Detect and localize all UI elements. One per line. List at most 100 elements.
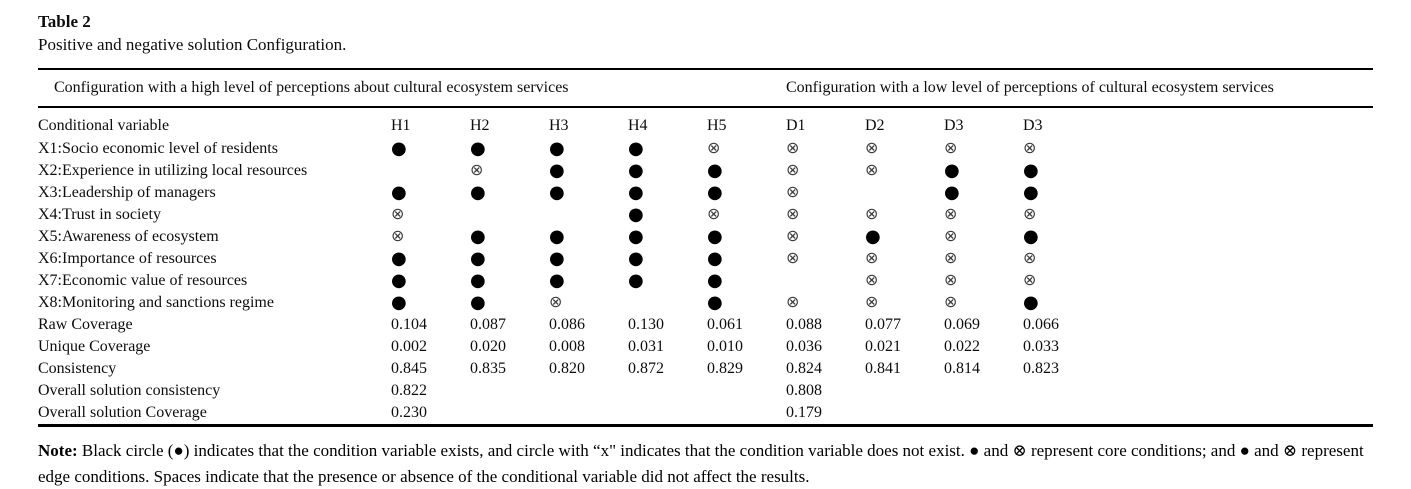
present-icon: ● — [470, 291, 486, 313]
present-icon: ● — [628, 269, 644, 291]
table-row: X3:Leadership of managers ● ● ● ● ● ⊗ ● ● — [38, 182, 1373, 204]
condition-cell: ⊗ — [865, 292, 944, 314]
present-icon: ● — [707, 159, 723, 181]
column-header: H3 — [549, 116, 569, 134]
configuration-table: Configuration with a high level of perce… — [38, 68, 1374, 427]
condition-cell: ⊗ — [944, 138, 1023, 160]
present-icon: ● — [1023, 225, 1039, 247]
row-label: X2:Experience in utilizing local resourc… — [38, 162, 308, 179]
present-icon: ● — [707, 247, 723, 269]
condition-cell: ● — [707, 248, 786, 270]
condition-cell: ⊗ — [707, 204, 786, 226]
filler-cell — [1102, 248, 1373, 270]
absent-icon: ⊗ — [865, 138, 879, 157]
condition-cell: ⊗ — [1023, 270, 1102, 292]
present-icon: ● — [549, 181, 565, 203]
condition-cell: ● — [391, 138, 470, 160]
value-cell — [628, 402, 707, 426]
condition-cell: ⊗ — [786, 204, 865, 226]
absent-icon: ⊗ — [944, 226, 958, 245]
condition-cell: ● — [1023, 182, 1102, 204]
table-row: X2:Experience in utilizing local resourc… — [38, 160, 1373, 182]
present-icon: ● — [707, 269, 723, 291]
row-label: X7:Economic value of resources — [38, 272, 248, 289]
value-cell: 0.069 — [944, 316, 980, 333]
condition-cell: ● — [470, 182, 549, 204]
condition-cell: ⊗ — [944, 204, 1023, 226]
present-icon: ● — [470, 269, 486, 291]
absent-icon: ⊗ — [1023, 138, 1037, 157]
value-cell: 0.031 — [628, 338, 664, 355]
row-label: X5:Awareness of ecosystem — [38, 228, 219, 245]
condition-cell: ● — [628, 160, 707, 182]
value-cell — [470, 204, 549, 226]
filler-cell — [1102, 380, 1373, 402]
column-header: D3 — [1023, 116, 1043, 134]
condition-cell: ⊗ — [944, 248, 1023, 270]
condition-cell: ⊗ — [707, 138, 786, 160]
condition-cell: ● — [628, 270, 707, 292]
condition-cell: ● — [391, 248, 470, 270]
absent-icon: ⊗ — [786, 226, 800, 245]
filler-cell — [1102, 336, 1373, 358]
condition-cell: ● — [944, 182, 1023, 204]
value-cell — [707, 380, 786, 402]
present-icon: ● — [1023, 291, 1039, 313]
present-icon: ● — [391, 137, 407, 159]
value-cell: 0.077 — [865, 316, 901, 333]
present-icon: ● — [628, 225, 644, 247]
present-icon: ● — [549, 159, 565, 181]
value-cell — [470, 380, 549, 402]
condition-cell: ⊗ — [786, 138, 865, 160]
condition-cell: ⊗ — [944, 226, 1023, 248]
value-cell: 0.061 — [707, 316, 743, 333]
condition-cell: ⊗ — [391, 226, 470, 248]
note-label: Note: — [38, 441, 78, 460]
value-cell — [1023, 402, 1102, 426]
group-header-row: Configuration with a high level of perce… — [38, 69, 1374, 108]
present-icon: ● — [1023, 159, 1039, 181]
group-header-low: Configuration with a low level of percep… — [786, 69, 1374, 108]
table-label: Table 2 — [38, 12, 91, 31]
condition-cell: ⊗ — [786, 292, 865, 314]
present-icon: ● — [391, 181, 407, 203]
column-header: H1 — [391, 116, 411, 134]
condition-cell: ⊗ — [865, 204, 944, 226]
column-header: H4 — [628, 116, 648, 134]
row-label: X6:Importance of resources — [38, 250, 217, 267]
present-icon: ● — [628, 203, 644, 225]
present-icon: ● — [391, 291, 407, 313]
value-cell: 0.036 — [786, 338, 822, 355]
condition-cell: ● — [628, 248, 707, 270]
table-row: X1:Socio economic level of residents ● ● ● ●… — [38, 138, 1373, 160]
value-cell: 0.010 — [707, 338, 743, 355]
present-icon: ● — [628, 159, 644, 181]
absent-icon: ⊗ — [1023, 204, 1037, 223]
table-caption: Positive and negative solution Configura… — [38, 35, 347, 54]
present-icon: ● — [470, 225, 486, 247]
value-cell — [391, 160, 470, 182]
condition-cell: ● — [470, 292, 549, 314]
absent-icon: ⊗ — [865, 204, 879, 223]
condition-cell: ● — [707, 182, 786, 204]
absent-icon: ⊗ — [786, 138, 800, 157]
row-label: X1:Socio economic level of residents — [38, 140, 278, 157]
present-icon: ● — [470, 247, 486, 269]
absent-icon: ⊗ — [786, 160, 800, 179]
present-icon: ● — [628, 247, 644, 269]
absent-icon: ⊗ — [707, 138, 721, 157]
absent-icon: ⊗ — [944, 248, 958, 267]
table-row: Consistency 0.845 0.835 0.820 0.872 0.829 0.82… — [38, 358, 1373, 380]
filler-cell — [1102, 314, 1373, 336]
value-cell: 0.845 — [391, 360, 427, 377]
value-cell — [470, 402, 549, 426]
table-body: Conditional variable H1 H2 H3 H4 H5 D1 D2 D3 D3 X1… — [38, 107, 1373, 426]
condition-cell: ● — [1023, 160, 1102, 182]
condition-cell: ⊗ — [549, 292, 628, 314]
condition-cell: ● — [549, 226, 628, 248]
row-label: Unique Coverage — [38, 338, 151, 355]
table-row: X7:Economic value of resources ● ● ● ● ● ⊗ ⊗ ⊗ — [38, 270, 1373, 292]
absent-icon: ⊗ — [549, 292, 563, 311]
condition-cell: ⊗ — [786, 182, 865, 204]
value-cell: 0.033 — [1023, 338, 1059, 355]
